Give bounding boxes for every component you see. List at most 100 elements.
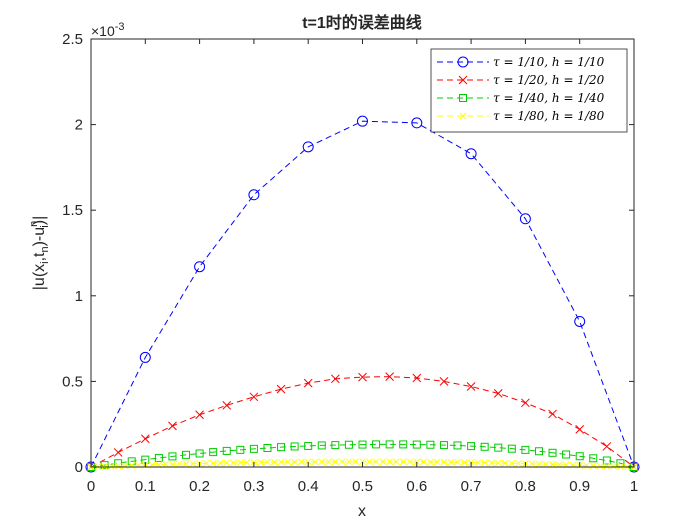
data-point-square [459, 94, 467, 102]
x-tick-label: 0.9 [569, 478, 590, 495]
data-point-square [304, 441, 313, 450]
data-point-x [459, 112, 467, 120]
data-point-square [385, 440, 394, 449]
data-point-square [494, 443, 503, 452]
y-label-part-a: |u(x [31, 264, 48, 290]
data-point-x [458, 75, 468, 85]
x-tick-label: 0.5 [352, 478, 373, 495]
data-point-x [121, 462, 129, 470]
data-point-square [277, 443, 286, 452]
data-point-square [399, 440, 408, 449]
data-point-x [140, 434, 150, 444]
data-point-x [365, 458, 373, 466]
data-point-x [427, 458, 434, 466]
data-point-square [439, 441, 448, 450]
x-tick-label: 0.8 [515, 478, 536, 495]
y-ticks: 0 0.5 1 1.5 2 2.5 [62, 31, 634, 476]
data-point-square [453, 441, 462, 450]
data-point-x [575, 424, 585, 434]
x-tick-label: 0.7 [461, 478, 482, 495]
data-point-x [406, 458, 414, 466]
data-point-square [426, 440, 435, 449]
data-point-circle [302, 141, 314, 153]
x-ticks: 0 0.1 0.2 0.3 0.4 0.5 0.6 0.7 0.8 0.9 1 [87, 39, 638, 495]
y-exponent-prefix: ×10 [91, 23, 115, 39]
y-tick-label: 1.5 [62, 202, 83, 219]
y-label-sub-i2: i [39, 225, 51, 227]
data-point-square [467, 442, 476, 451]
data-point-x [488, 459, 495, 467]
data-point-x [602, 442, 612, 451]
data-point-square [168, 452, 177, 461]
data-point-x [385, 372, 395, 381]
y-label-part-b: ,t [31, 252, 48, 261]
data-point-x [182, 460, 190, 468]
data-point-square [195, 449, 204, 458]
data-point-x [515, 460, 522, 467]
x-tick-label: 0.4 [298, 478, 319, 495]
data-point-x [345, 458, 353, 466]
data-point-square [290, 442, 299, 451]
data-point-x [542, 460, 550, 468]
data-point-circle [457, 56, 469, 68]
data-point-square [358, 440, 367, 449]
x-tick-label: 0.3 [243, 478, 264, 495]
y-tick-label: 0 [75, 459, 83, 476]
data-point-square [521, 445, 530, 454]
y-exponent-label: ×10-3 [91, 21, 125, 39]
y-label-part-c: )-u [31, 227, 48, 247]
data-point-x [412, 373, 422, 383]
data-point-square [317, 441, 326, 450]
data-point-x [358, 372, 367, 382]
data-point-x [284, 458, 292, 466]
data-point-square [222, 446, 231, 455]
data-point-x [535, 460, 543, 468]
data-point-x [311, 458, 319, 466]
data-point-x [460, 459, 468, 466]
y-tick-label: 0.5 [62, 373, 83, 390]
data-point-x [162, 461, 170, 468]
data-point-x [277, 458, 285, 466]
data-point-square [534, 447, 543, 456]
data-point-circle [194, 261, 206, 273]
data-point-x [521, 398, 530, 408]
data-point-x [298, 458, 305, 466]
series-1 [85, 115, 640, 473]
data-point-circle [519, 213, 531, 225]
data-point-x [203, 459, 210, 467]
legend-item: τ = 1/10, h = 1/10 [437, 55, 605, 69]
data-point-square [249, 444, 258, 453]
data-point-x [291, 458, 298, 466]
y-label-sub-i: i [39, 261, 51, 263]
data-point-x [168, 421, 177, 431]
data-point-square [589, 454, 598, 463]
data-point-square [372, 440, 381, 449]
legend: τ = 1/10, h = 1/10 τ = 1/20, h = 1/20 τ = … [430, 48, 628, 133]
data-point-x [393, 458, 400, 466]
data-point-square [263, 443, 272, 452]
data-point-x [270, 458, 278, 466]
data-point-x [466, 382, 476, 391]
data-point-x [447, 458, 455, 466]
x-tick-label: 0.2 [189, 478, 210, 495]
data-point-x [433, 458, 441, 466]
data-point-x [596, 462, 604, 470]
data-point-x [501, 459, 509, 467]
data-point-circle [139, 351, 151, 363]
data-point-x [330, 374, 340, 384]
data-point-x [223, 459, 231, 467]
data-point-circle [248, 189, 260, 201]
series-line [90, 443, 635, 468]
data-point-circle [411, 117, 423, 129]
data-point-x [108, 462, 115, 470]
data-point-square [182, 450, 191, 459]
data-point-x [318, 458, 326, 466]
data-point-x [276, 384, 286, 394]
legend-item: τ = 1/80, h = 1/80 [437, 109, 605, 123]
data-point-square [344, 440, 353, 449]
y-exponent-value: -3 [115, 21, 125, 33]
data-point-x [113, 448, 123, 457]
legend-item: τ = 1/40, h = 1/40 [437, 91, 605, 105]
data-point-x [338, 458, 346, 466]
data-point-square [507, 444, 516, 453]
